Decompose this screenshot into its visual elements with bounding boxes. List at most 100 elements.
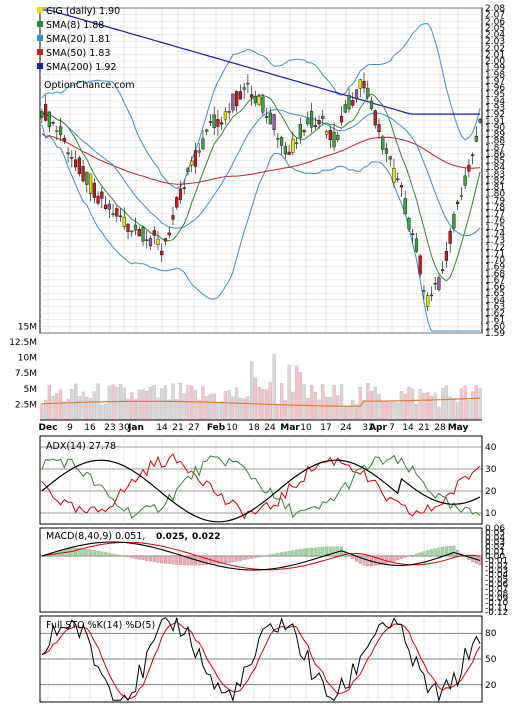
macd-histogram-bar: [452, 545, 456, 557]
candle-body: [321, 115, 325, 120]
price-legend-label: SMA(50) 1.83: [46, 48, 110, 59]
macd-tick-label: -0.07: [485, 585, 508, 595]
volume-bar: [328, 397, 332, 421]
candle-body: [111, 213, 115, 215]
sto-legend-label: Full STO %K(14) %D(5): [46, 620, 155, 631]
volume-bar: [40, 403, 44, 421]
volume-bar: [444, 385, 449, 421]
volume-bar: [272, 354, 276, 421]
price-tick-label: 1.64: [485, 296, 505, 306]
volume-bar: [92, 391, 96, 421]
volume-bar: [373, 386, 377, 421]
candle-body: [294, 142, 299, 144]
candle-body: [163, 238, 168, 242]
macd-histogram-bar: [242, 555, 246, 561]
volume-bar: [51, 395, 55, 421]
candle-body: [235, 91, 239, 107]
volume-bar: [298, 371, 302, 421]
volume-bar: [111, 384, 115, 421]
price-tick-label: 1.89: [485, 130, 505, 140]
macd-histogram-bar: [145, 555, 149, 561]
macd-histogram-bar: [418, 552, 422, 557]
volume-bar: [193, 389, 198, 421]
candle-body: [246, 82, 250, 85]
date-tick-label: 31: [362, 423, 373, 433]
volume-bar: [456, 402, 460, 421]
volume-bar: [205, 396, 209, 421]
price-tick-label: 2.08: [485, 4, 505, 14]
candle-body: [268, 112, 272, 125]
macd-tick-label: 0.01: [485, 547, 505, 557]
bollinger-lower-line: [41, 124, 481, 332]
macd-histogram-bar: [163, 555, 167, 564]
candle-body: [261, 96, 265, 113]
candle-body: [403, 198, 407, 215]
candle-body: [287, 151, 291, 155]
macd-tick-label: -0.06: [485, 580, 509, 590]
macd-histogram-bar: [325, 546, 329, 557]
date-tick-label: 18: [248, 423, 260, 433]
price-tick-label: 1.74: [485, 230, 505, 240]
date-tick-label: Mar: [280, 423, 300, 433]
macd-legend-label: MACD(8,40,9) 0.051,: [46, 531, 145, 542]
volume-bar: [369, 391, 374, 421]
price-legend-label: SMA(200) 1.92: [46, 62, 116, 73]
macd-tick-label: 0.03: [485, 538, 505, 548]
candle-body: [452, 214, 456, 229]
volume-bar: [399, 391, 404, 421]
macd-tick-label: 0.04: [485, 533, 505, 543]
candle-body: [190, 160, 194, 166]
volume-bar: [478, 388, 482, 421]
candle-body: [448, 231, 452, 244]
volume-bar: [467, 400, 471, 421]
candle-body: [433, 282, 437, 285]
volume-bar: [474, 385, 478, 421]
volume-bar: [351, 400, 355, 421]
candle-body: [366, 87, 370, 98]
price-tick-label: 2.01: [485, 50, 505, 60]
volume-bar: [388, 402, 392, 421]
volume-bar: [459, 388, 463, 421]
macd-histogram-bar: [298, 549, 302, 557]
candle-body: [96, 195, 100, 204]
legend-swatch: [37, 35, 43, 41]
macd-histogram-bar: [302, 548, 306, 557]
macd-histogram-bar: [141, 555, 145, 561]
volume-bar: [407, 386, 411, 421]
volume-tick-label: 5M: [24, 385, 38, 395]
macd-histogram-bar: [283, 551, 287, 557]
adx-line: [41, 459, 481, 523]
candle-body: [250, 94, 254, 98]
macd-histogram-bar: [104, 552, 108, 557]
macd-histogram-bar: [186, 555, 190, 566]
volume-tick-label: 7.5M: [15, 369, 37, 379]
candle-body: [197, 150, 201, 153]
macd-tick-label: -0.02: [485, 561, 508, 571]
sma20-line: [41, 109, 481, 237]
candle-body: [160, 250, 164, 256]
macd-histogram-bar: [134, 555, 138, 559]
date-tick-label: May: [448, 423, 469, 433]
candle-body: [77, 157, 81, 174]
price-tick-label: 1.96: [485, 84, 505, 94]
macd-histogram-bar: [160, 555, 164, 564]
macd-histogram-bar: [227, 555, 231, 563]
candle-body: [66, 152, 70, 155]
volume-bar: [321, 384, 325, 421]
macd-histogram-bar: [437, 547, 441, 557]
candle-body: [115, 208, 119, 217]
volume-bar: [433, 392, 437, 421]
candle-body: [291, 138, 295, 153]
volume-bar: [220, 401, 224, 421]
price-tick-label: 1.67: [485, 276, 505, 286]
date-tick-label: 10: [226, 423, 238, 433]
macd-histogram-bar: [257, 555, 261, 558]
volume-bar: [81, 391, 85, 421]
candle-body: [302, 129, 306, 133]
candle-body: [182, 187, 186, 189]
price-tick-label: 1.72: [485, 243, 505, 253]
volume-bar: [77, 396, 81, 421]
price-legend-label: SMA(20) 1.81: [46, 34, 110, 45]
candle-body: [216, 118, 220, 127]
